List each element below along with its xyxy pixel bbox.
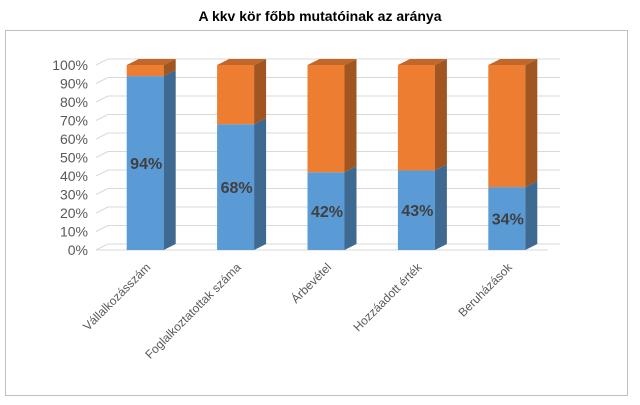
bar-segment bbox=[397, 65, 435, 171]
bar-side bbox=[163, 59, 176, 77]
bar-segment bbox=[126, 65, 164, 77]
gridline-side bbox=[95, 151, 109, 158]
bar-side bbox=[254, 59, 267, 125]
bar-side bbox=[344, 59, 357, 173]
gridline-side bbox=[95, 206, 109, 214]
data-label: 34% bbox=[492, 212, 524, 229]
gridline-side bbox=[95, 225, 109, 232]
bar-side bbox=[254, 118, 267, 250]
data-label: 94% bbox=[130, 156, 162, 173]
data-label: 68% bbox=[221, 180, 253, 197]
bar-segment bbox=[307, 172, 345, 250]
bar-top bbox=[488, 59, 538, 65]
y-tick-label: 0% bbox=[68, 242, 88, 258]
y-tick-label: 50% bbox=[60, 150, 88, 166]
bar-segment bbox=[488, 187, 526, 250]
gridline-side bbox=[95, 132, 109, 140]
x-tick-label: Árbevétel bbox=[288, 260, 334, 306]
bar-side bbox=[525, 59, 538, 188]
bar-top bbox=[126, 59, 176, 65]
chart-title: A kkv kör főbb mutatóinak az aránya bbox=[198, 8, 442, 24]
bar-top bbox=[397, 59, 447, 65]
bar-side bbox=[525, 181, 538, 250]
y-tick-label: 60% bbox=[60, 131, 88, 147]
y-tick-label: 80% bbox=[60, 94, 88, 110]
y-tick-label: 90% bbox=[60, 76, 88, 92]
bar-side bbox=[344, 166, 357, 250]
gridline-side bbox=[95, 114, 109, 121]
bar-segment bbox=[397, 170, 435, 250]
bar-top bbox=[217, 59, 267, 65]
gridline-side bbox=[95, 243, 109, 251]
x-tick-label: Foglalkoztatottak száma bbox=[142, 260, 244, 362]
y-tick-label: 10% bbox=[60, 224, 88, 240]
bar-side bbox=[434, 59, 447, 171]
y-tick-label: 40% bbox=[60, 168, 88, 184]
bar-segment bbox=[488, 65, 526, 188]
y-tick-label: 100% bbox=[52, 57, 88, 73]
data-label: 43% bbox=[401, 203, 433, 220]
x-tick-label: Hozzáadott érték bbox=[350, 260, 425, 335]
bar-segment bbox=[217, 65, 255, 125]
gridline-side bbox=[95, 58, 109, 66]
bar-side bbox=[434, 164, 447, 250]
x-tick-label: Vállalkozásszám bbox=[80, 260, 153, 333]
y-tick-label: 30% bbox=[60, 187, 88, 203]
bar-segment bbox=[126, 76, 164, 250]
bar-top bbox=[307, 59, 357, 65]
bar-side bbox=[163, 70, 176, 250]
data-label: 42% bbox=[311, 204, 343, 221]
chart-frame bbox=[5, 30, 628, 396]
gridline-side bbox=[95, 188, 109, 195]
y-tick-label: 70% bbox=[60, 113, 88, 129]
gridline-side bbox=[95, 95, 109, 103]
gridline-side bbox=[95, 77, 109, 84]
x-tick-label: Beruházások bbox=[455, 260, 515, 320]
y-tick-label: 20% bbox=[60, 205, 88, 221]
gridline-side bbox=[95, 169, 109, 177]
bar-segment bbox=[217, 124, 255, 250]
bar-segment bbox=[307, 65, 345, 173]
